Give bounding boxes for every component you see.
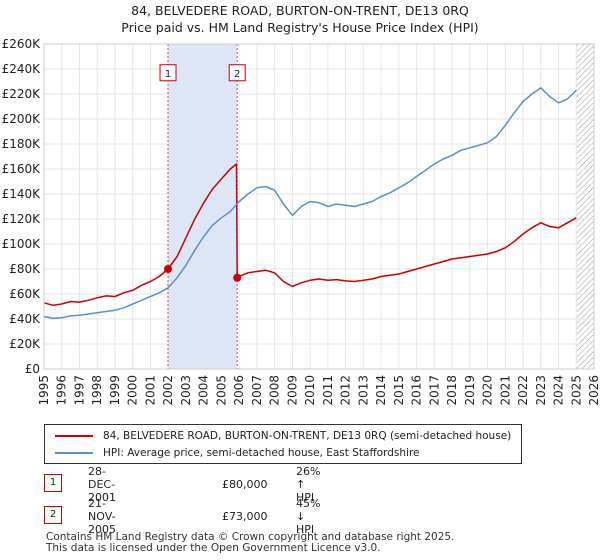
x-tick-label: 2000 — [126, 375, 140, 406]
annotation-number: 2 — [44, 506, 62, 524]
sale-label-box — [159, 64, 177, 82]
x-tick-label: 2012 — [339, 375, 353, 406]
shaded-period — [168, 44, 238, 369]
y-tick-label: £140K — [2, 187, 42, 201]
y-tick-label: £260K — [2, 37, 42, 51]
chart-title-line2: Price paid vs. HM Land Registry's House … — [121, 20, 479, 35]
x-tick-label: 2011 — [321, 375, 335, 406]
x-tick-label: 2018 — [445, 375, 459, 406]
x-tick-label: 2005 — [214, 375, 228, 406]
x-tick-label: 2014 — [374, 375, 388, 406]
annotation-price: £73,000 — [222, 509, 268, 523]
x-tick-label: 1997 — [72, 375, 86, 406]
x-tick-label: 2008 — [268, 375, 282, 406]
annotation-date: 28-DEC-2001 — [88, 464, 116, 504]
x-tick-label: 2002 — [161, 375, 175, 406]
legend-label-property: 84, BELVEDERE ROAD, BURTON-ON-TRENT, DE1… — [103, 430, 512, 442]
chart-title-line1: 84, BELVEDERE ROAD, BURTON-ON-TRENT, DE1… — [131, 3, 469, 18]
y-tick-label: £240K — [2, 62, 42, 76]
x-tick-label: 2022 — [516, 375, 530, 406]
x-tick-label: 2004 — [197, 375, 211, 406]
x-tick-label: 2001 — [143, 375, 157, 406]
x-tick-label: 1999 — [108, 375, 122, 406]
legend-swatch-property — [55, 435, 93, 437]
price-chart: 1 2 £0 £20K £40K £60K £80K £100K £120K £140K £160… — [2, 37, 600, 406]
x-tick-label: 2016 — [410, 375, 424, 406]
sale-point — [164, 265, 173, 273]
y-tick-label: £40K — [9, 312, 41, 326]
y-tick-label: £0 — [25, 362, 40, 376]
legend-label-hpi: HPI: Average price, semi-detached house,… — [103, 447, 420, 459]
sale-label: 1 — [165, 69, 171, 80]
x-tick-label: 2017 — [427, 375, 441, 406]
sale-label-box — [228, 64, 246, 82]
y-tick-label: £180K — [2, 137, 42, 151]
x-tick-label: 1995 — [37, 375, 51, 406]
annotation-number: 1 — [44, 474, 62, 492]
x-tick-label: 2025 — [569, 375, 583, 406]
legend-item-hpi: HPI: Average price, semi-detached house,… — [55, 445, 420, 461]
sale-point — [233, 273, 242, 282]
y-tick-label: £220K — [2, 87, 42, 101]
y-tick-label: £80K — [9, 262, 41, 276]
x-tick-label: 2009 — [285, 375, 299, 406]
x-tick-label: 2019 — [463, 375, 477, 406]
x-tick-label: 2020 — [481, 375, 495, 406]
x-tick-label: 2007 — [250, 375, 264, 406]
hpi-line — [43, 87, 577, 320]
annotation-hpi-diff: 45% ↓ HPI — [296, 496, 321, 536]
x-tick-label: 2013 — [356, 375, 370, 406]
chart-legend: 84, BELVEDERE ROAD, BURTON-ON-TRENT, DE1… — [44, 424, 522, 464]
y-tick-label: £60K — [9, 287, 41, 301]
x-tick-label: 2015 — [392, 375, 406, 406]
footer-licence: This data is licensed under the Open Gov… — [46, 542, 381, 554]
x-tick-label: 2026 — [587, 375, 600, 406]
x-tick-label: 2003 — [179, 375, 193, 406]
x-tick-label: 1996 — [55, 375, 69, 406]
x-tick-label: 2010 — [303, 375, 317, 406]
annotation-hpi-diff: 26% ↑ HPI — [296, 464, 321, 504]
sale-label: 2 — [234, 69, 240, 80]
plot-area — [44, 44, 594, 369]
x-tick-label: 2006 — [232, 375, 246, 406]
footer-copyright: Contains HM Land Registry data © Crown c… — [46, 531, 455, 543]
legend-item-property: 84, BELVEDERE ROAD, BURTON-ON-TRENT, DE1… — [55, 428, 511, 444]
property-price-line — [43, 163, 577, 307]
y-tick-label: £20K — [9, 337, 41, 351]
x-tick-label: 2023 — [534, 375, 548, 406]
x-tick-label: 2021 — [498, 375, 512, 406]
forecast-hatch — [576, 44, 594, 369]
y-tick-label: £200K — [2, 112, 42, 126]
x-tick-label: 2024 — [552, 375, 566, 406]
annotation-price: £80,000 — [222, 477, 268, 491]
y-tick-label: £100K — [2, 237, 42, 251]
annotation-date: 21-NOV-2005 — [88, 496, 116, 536]
legend-swatch-hpi — [55, 452, 93, 454]
y-tick-label: £120K — [2, 212, 42, 226]
x-tick-label: 1998 — [90, 375, 104, 406]
y-tick-label: £160K — [2, 162, 42, 176]
plot-frame — [43, 43, 595, 370]
